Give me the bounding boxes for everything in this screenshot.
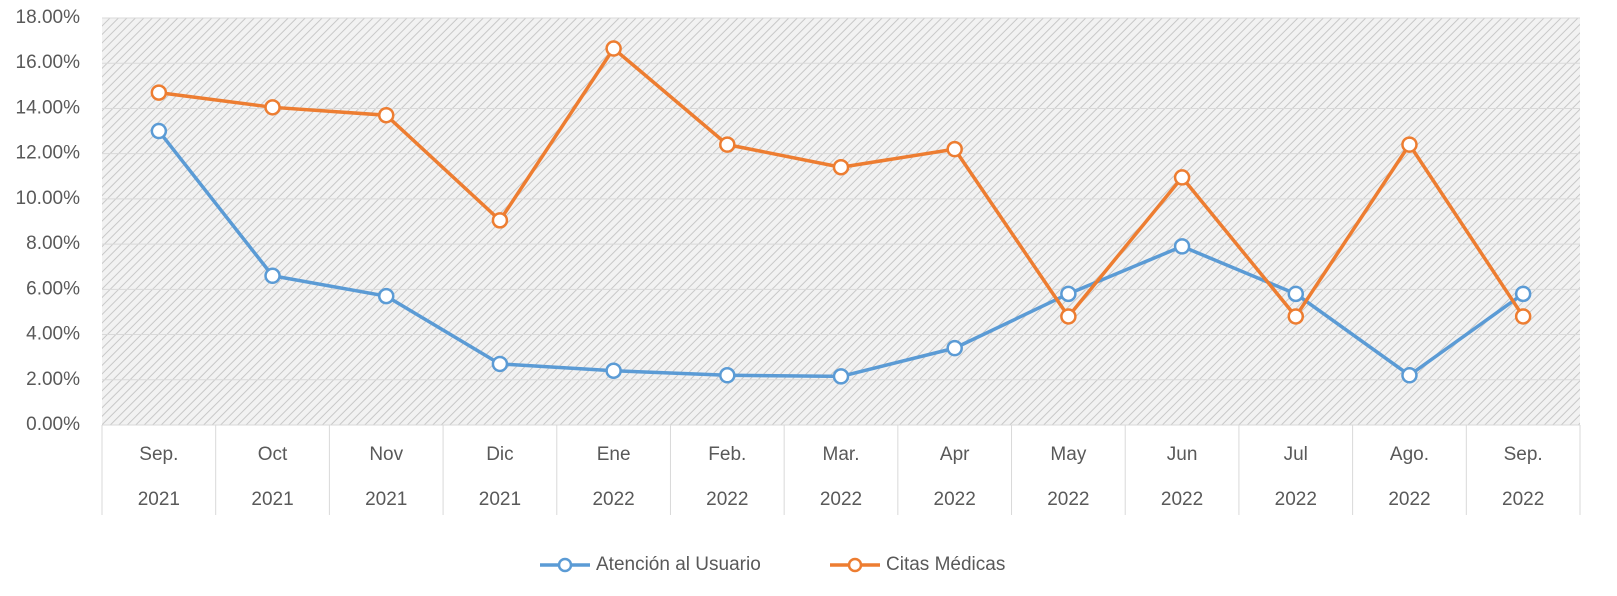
point-marker <box>946 339 963 357</box>
x-tick-label: Feb. <box>708 444 746 465</box>
x-tick-year: 2022 <box>706 489 748 510</box>
x-tick-year: 2022 <box>820 489 862 510</box>
point-marker <box>491 212 509 229</box>
point-marker <box>1514 308 1532 325</box>
y-tick-label: 16.00% <box>16 52 81 73</box>
point-marker <box>491 355 509 373</box>
legend-marker <box>847 557 863 573</box>
point-marker <box>832 368 850 385</box>
point-marker <box>1173 238 1191 255</box>
x-tick-year: 2022 <box>1502 489 1544 510</box>
x-tick-label: May <box>1050 444 1086 465</box>
y-tick-label: 12.00% <box>16 143 81 164</box>
x-tick-year: 2022 <box>934 489 976 510</box>
x-tick-year: 2022 <box>1161 489 1203 510</box>
point-marker <box>377 106 395 124</box>
legend-label: Atención al Usuario <box>596 554 761 575</box>
point-marker <box>1401 136 1418 153</box>
x-tick-label: Sep. <box>1504 444 1543 465</box>
x-tick-label: Apr <box>940 444 970 465</box>
x-tick-year: 2022 <box>1047 489 1089 510</box>
x-tick-year: 2022 <box>592 489 634 510</box>
y-tick-label: 6.00% <box>26 278 80 299</box>
point-marker <box>1060 285 1077 303</box>
y-tick-label: 18.00% <box>16 7 81 28</box>
point-marker <box>719 136 736 153</box>
plot-background <box>102 18 1580 425</box>
x-tick-label: Ene <box>597 444 631 465</box>
point-marker <box>264 99 281 116</box>
point-marker <box>1060 308 1077 325</box>
y-tick-label: 14.00% <box>16 97 81 118</box>
x-tick-label: Sep. <box>139 444 178 465</box>
x-tick-label: Nov <box>369 444 403 465</box>
point-marker <box>150 122 168 140</box>
x-tick-year: 2022 <box>1275 489 1317 510</box>
point-marker <box>264 267 281 285</box>
point-marker <box>605 362 622 379</box>
y-tick-label: 8.00% <box>26 233 80 254</box>
x-tick-year: 2022 <box>1388 489 1430 510</box>
point-marker <box>150 84 168 101</box>
x-tick-label: Jun <box>1167 444 1198 465</box>
x-tick-label: Ago. <box>1390 444 1429 465</box>
x-tick-year: 2021 <box>365 489 407 510</box>
point-marker <box>946 140 963 158</box>
point-marker <box>1173 169 1191 186</box>
point-marker <box>377 287 395 305</box>
x-tick-label: Mar. <box>823 444 860 465</box>
x-tick-label: Oct <box>258 444 288 465</box>
legend-marker <box>557 557 573 573</box>
y-tick-label: 2.00% <box>26 369 80 390</box>
x-tick-label: Jul <box>1284 444 1308 465</box>
point-marker <box>1401 367 1418 384</box>
point-marker <box>1514 285 1532 303</box>
y-tick-label: 0.00% <box>26 414 80 435</box>
point-marker <box>719 367 736 384</box>
point-marker <box>832 158 850 176</box>
point-marker <box>1287 285 1305 303</box>
x-tick-year: 2021 <box>138 489 180 510</box>
legend-label: Citas Médicas <box>886 554 1005 575</box>
x-tick-year: 2021 <box>251 489 293 510</box>
point-marker <box>605 40 622 57</box>
y-tick-label: 10.00% <box>16 188 81 209</box>
y-tick-label: 4.00% <box>26 324 80 345</box>
x-tick-label: Dic <box>486 444 513 465</box>
x-tick-year: 2021 <box>479 489 521 510</box>
point-marker <box>1287 308 1305 325</box>
